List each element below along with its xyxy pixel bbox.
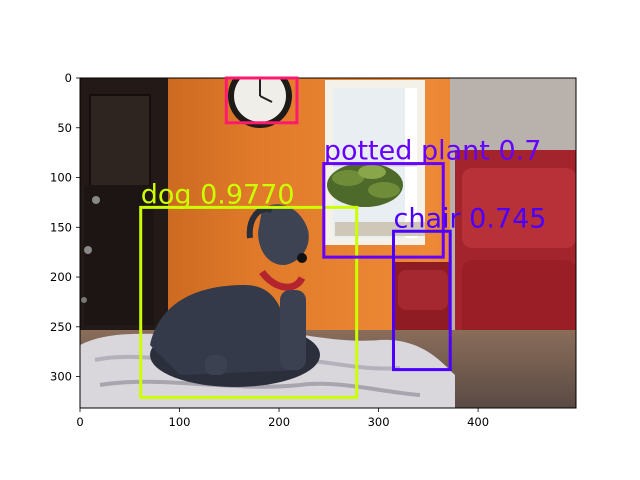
y-tick-label: 300 xyxy=(50,370,72,384)
chair-box xyxy=(391,229,452,372)
potted-plant-label: potted plant 0.7 xyxy=(324,136,542,167)
dog-photo xyxy=(150,204,320,387)
y-tick-label: 50 xyxy=(57,121,72,135)
axis-ticks: 0 100 200 300 400 0 50 100 150 200 250 300 xyxy=(50,71,489,429)
x-tick-label: 400 xyxy=(467,415,489,429)
x-tick-label: 200 xyxy=(268,415,290,429)
clock-box xyxy=(224,76,299,125)
detection-boxes: dog 0.9770 potted plant 0.7 chair 0.745 xyxy=(139,76,546,399)
axes-frame xyxy=(79,77,577,409)
dog-label: dog 0.9770 xyxy=(141,179,295,210)
photo xyxy=(80,78,576,408)
x-tick-label: 300 xyxy=(368,415,390,429)
dog-box xyxy=(139,205,359,399)
x-tick-label: 0 xyxy=(76,415,83,429)
y-tick-label: 250 xyxy=(50,320,72,334)
y-tick-label: 150 xyxy=(50,220,72,234)
chair-label: chair 0.745 xyxy=(393,203,546,234)
y-tick-label: 100 xyxy=(50,171,72,185)
y-tick-label: 0 xyxy=(65,71,72,85)
clock-photo xyxy=(228,78,292,128)
x-tick-label: 100 xyxy=(169,415,191,429)
potted-plant-box xyxy=(322,162,445,259)
y-tick-label: 200 xyxy=(50,270,72,284)
